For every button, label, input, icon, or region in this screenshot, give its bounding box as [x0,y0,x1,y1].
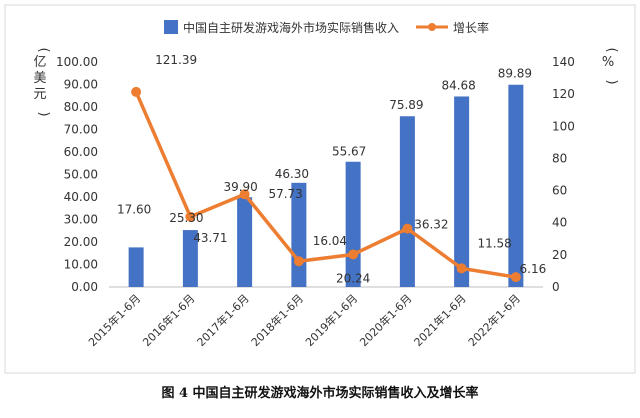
line-value-label: 11.58 [477,236,511,250]
bar [454,96,470,287]
y-left-axis-title-char: ( [36,47,51,52]
y-left-tick-label: 20.00 [64,235,98,249]
bar-value-label: 84.68 [441,78,475,92]
x-category-label: 2015年1-6月 [85,291,143,349]
y-left-axis-title-char: 美 [33,71,46,86]
y-left-axis-title-char: ) [36,111,51,116]
bar-value-label: 75.89 [389,98,423,112]
line-value-label: 20.24 [336,271,370,285]
y-right-tick-label: 60 [552,184,567,198]
y-right-axis-title-char: ( [604,47,619,52]
x-category-label: 2016年1-6月 [140,291,198,349]
growth-point [239,189,250,200]
growth-point [131,86,142,97]
y-left-axis-title-char: 亿 [33,55,46,70]
figure-caption: 图 4 中国自主研发游戏海外市场实际销售收入及增长率 [161,386,479,401]
line-value-label: 16.04 [313,234,347,248]
y-left-tick-label: 90.00 [64,78,98,92]
y-right-axis-title-char: ) [604,79,619,84]
y-right-tick-label: 40 [552,216,567,230]
x-category-label: 2017年1-6月 [194,291,252,349]
y-left-tick-label: 30.00 [64,213,98,227]
growth-point [185,211,196,222]
y-left-tick-label: 60.00 [64,145,98,159]
growth-line [134,91,517,279]
y-right-axis-title-char: % [602,55,614,70]
bar [128,247,144,287]
line-value-label: 57.73 [268,187,302,201]
y-right-tick-label: 100 [552,119,575,133]
x-category-label: 2018年1-6月 [248,291,306,349]
bar [399,116,415,287]
x-category-label: 2020年1-6月 [357,291,415,349]
y-left-tick-label: 70.00 [64,123,98,137]
bar-value-label: 89.89 [498,67,532,81]
growth-point [402,223,413,234]
legend-line-marker [428,23,436,31]
legend-bar-swatch [164,20,178,34]
y-left-tick-label: 10.00 [64,258,98,272]
line-value-label: 121.39 [155,53,197,67]
y-left-tick-label: 80.00 [64,100,98,114]
x-category-label: 2022年1-6月 [465,291,523,349]
y-left-tick-label: 100.00 [56,55,98,69]
x-category-label: 2021年1-6月 [411,291,469,349]
bar [508,84,524,287]
x-category-label: 2019年1-6月 [302,291,360,349]
legend-line-label: 增长率 [453,20,489,35]
bar-value-label: 25.30 [169,211,203,225]
bar-value-label: 17.60 [117,202,151,216]
y-left-tick-label: 0.00 [71,280,98,294]
y-right-tick-label: 0 [552,280,560,294]
bar [237,197,253,287]
y-right-tick-label: 20 [552,248,567,262]
chart-frame [4,4,636,374]
growth-point [293,256,304,267]
y-left-tick-label: 50.00 [64,168,98,182]
bar [345,161,361,287]
line-value-label: 43.71 [193,231,227,245]
legend-bar-label: 中国自主研发游戏海外市场实际销售收入 [183,20,399,35]
line-value-label: 36.32 [414,218,448,232]
y-left-tick-label: 40.00 [64,190,98,204]
y-left-axis-title-char: 元 [33,87,46,102]
growth-point [456,263,467,274]
y-right-tick-label: 140 [552,55,575,69]
growth-point [510,272,521,283]
bar-value-label: 46.30 [275,167,309,181]
line-value-label: 6.16 [520,262,547,276]
bar-value-label: 55.67 [332,145,366,159]
y-right-tick-label: 80 [552,151,567,165]
y-right-tick-label: 120 [552,87,575,101]
growth-point [348,249,359,260]
bar-value-label: 39.90 [223,180,257,194]
bar [182,230,198,287]
